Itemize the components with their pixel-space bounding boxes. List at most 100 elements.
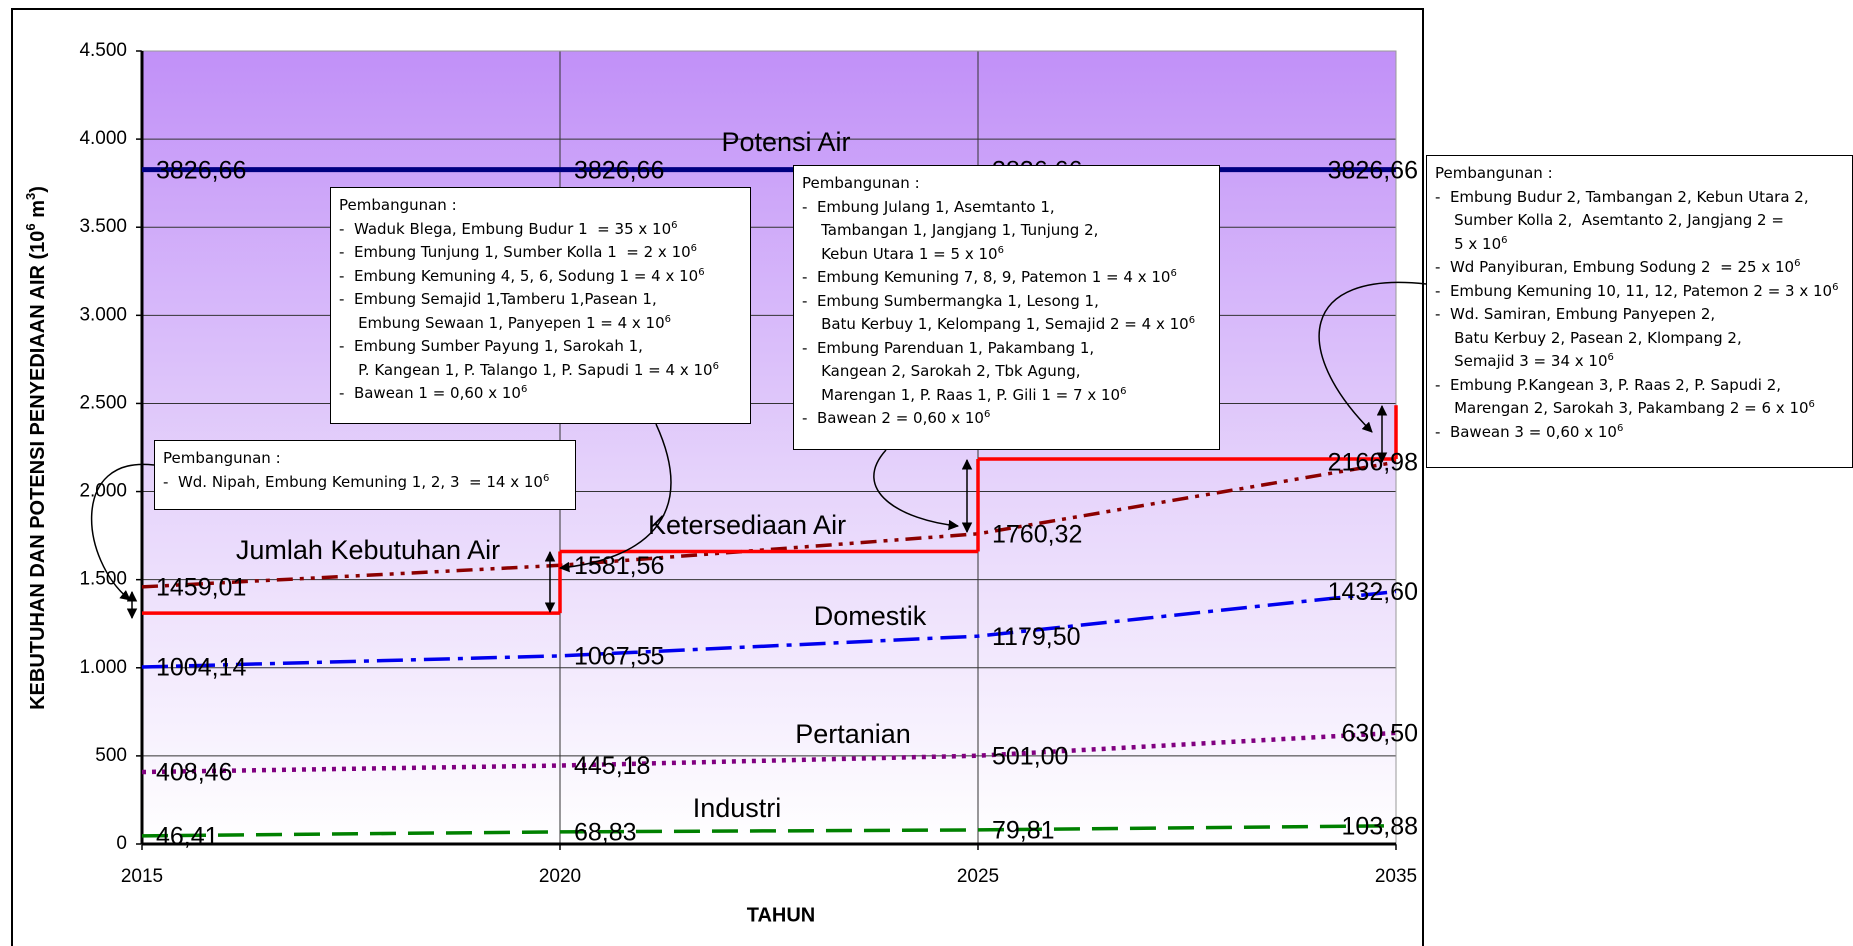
superscript: 6 (671, 219, 678, 231)
annotation-line: - Embung Budur 2, Tambangan 2, Kebun Uta… (1435, 186, 1844, 210)
superscript: 6 (698, 266, 705, 278)
annotation-text: Pembangunan : (802, 174, 920, 192)
annotation-line: Kebun Utara 1 = 5 x 106 (802, 243, 1211, 267)
superscript: 6 (542, 472, 550, 484)
annotation-text: Pembangunan : (1435, 164, 1553, 182)
frame (11, 8, 1424, 946)
annotation-line: Pembangunan : (1435, 162, 1844, 186)
annotation-line: Pembangunan : (163, 447, 567, 471)
superscript: 6 (712, 360, 719, 372)
annotation-text: Batu Kerbuy 1, Kelompang 1, Semajid 2 = … (802, 315, 1189, 333)
superscript: 6 (690, 243, 698, 254)
y-tick-label: 2.000 (79, 481, 127, 502)
callout (558, 423, 672, 573)
annotation-text: - Embung Sumbermangka 1, Lesong 1, (802, 291, 1099, 310)
annotation-line: - Wd. Samiran, Embung Panyepen 2, (1435, 303, 1844, 327)
y-tick-label: 1.500 (79, 569, 127, 590)
annotation-line: - Embung Semajid 1,Tamberu 1,Pasean 1, (339, 288, 742, 312)
data-label: 103,88 (1342, 812, 1418, 840)
data-label: 1459,01 (156, 573, 246, 601)
series-line (141, 589, 1397, 669)
superscript: 6 (664, 313, 672, 325)
annotation-text: Tambangan 1, Jangjang 1, Tunjung 2, (802, 221, 1099, 239)
superscript: 6 (1808, 399, 1815, 410)
arrows (91, 281, 1427, 620)
annotation-line: Pembangunan : (339, 194, 742, 218)
annotation-line: Batu Kerbuy 2, Pasean 2, Klompang 2, (1435, 327, 1844, 351)
y-tick-label: 3.500 (79, 216, 127, 237)
x-tick-label: 2020 (539, 866, 581, 887)
annotation-text: - Embung Tunjung 1, Sumber Kolla 1 = 2 x… (339, 243, 691, 261)
superscript: 6 (1120, 385, 1127, 397)
superscript: 6 (1501, 234, 1508, 246)
data-label: 68,83 (574, 818, 637, 846)
superscript: 6 (983, 409, 991, 420)
callout (873, 449, 960, 531)
annotation-text: Pembangunan : (163, 449, 281, 467)
data-label: 1760,32 (992, 520, 1082, 548)
annotation-text: - Embung Budur 2, Tambangan 2, Kebun Uta… (1435, 187, 1809, 206)
annotation-text: - Wd. Samiran, Embung Panyepen 2, (1435, 305, 1716, 323)
annotation-text: 5 x 10 (1435, 234, 1502, 253)
annotation-line: - Embung Tunjung 1, Sumber Kolla 1 = 2 x… (339, 241, 742, 265)
annotation-line: P. Kangean 1, P. Talango 1, P. Sapudi 1 … (339, 359, 742, 383)
annotation-line: Tambangan 1, Jangjang 1, Tunjung 2, (802, 219, 1211, 243)
series-name: Domestik (814, 601, 927, 631)
callout (1318, 281, 1427, 433)
annotation-line: Sumber Kolla 2, Asemtanto 2, Jangjang 2 … (1435, 209, 1844, 233)
series-name: Pertanian (795, 719, 911, 749)
annotation-line: - Bawean 3 = 0,60 x 106 (1435, 421, 1844, 445)
annotation-text: - Embung P.Kangean 3, P. Raas 2, P. Sapu… (1435, 375, 1782, 394)
superscript: 6 (1188, 315, 1196, 326)
annotation-line: Embung Sewaan 1, Panyepen 1 = 4 x 106 (339, 312, 742, 336)
y-tick-label: 4.500 (79, 40, 127, 61)
series-name: Jumlah Kebutuhan Air (236, 535, 500, 565)
annotation-text: - Embung Sumber Payung 1, Sarokah 1, (339, 337, 643, 355)
annotation-line: - Embung Sumber Payung 1, Sarokah 1, (339, 335, 742, 359)
superscript: 6 (997, 244, 1004, 256)
superscript: 6 (1616, 422, 1624, 434)
y-axis-label-part: m (27, 200, 49, 223)
series-name: Industri (693, 793, 782, 823)
annotation-text: Embung Sewaan 1, Panyepen 1 = 4 x 10 (339, 313, 665, 332)
annotation-text: Batu Kerbuy 2, Pasean 2, Klompang 2, (1435, 328, 1742, 347)
annotation-line: - Embung Kemuning 7, 8, 9, Patemon 1 = 4… (802, 266, 1211, 290)
series-name: Ketersediaan Air (648, 510, 846, 540)
y-axis-label-part: 3 (23, 193, 38, 200)
annotation-text: - Embung Kemuning 7, 8, 9, Patemon 1 = 4… (802, 268, 1171, 286)
x-tick-label: 2015 (121, 866, 163, 887)
y-tick-label: 0 (116, 833, 127, 854)
annotation-line: Batu Kerbuy 1, Kelompang 1, Semajid 2 = … (802, 313, 1211, 337)
annotation-text: Semajid 3 = 34 x 10 (1435, 352, 1608, 370)
annotation-text: Kangean 2, Sarokah 2, Tbk Agung, (802, 362, 1081, 380)
data-label: 1432,60 (1328, 578, 1418, 606)
annotation-text: Sumber Kolla 2, Asemtanto 2, Jangjang 2 … (1435, 211, 1784, 229)
annotation-line: - Embung Kemuning 10, 11, 12, Patemon 2 … (1435, 280, 1844, 304)
annotation-text: Marengan 2, Sarokah 3, Pakambang 2 = 6 x… (1435, 399, 1809, 417)
y-axis-label: KEBUTUHAN DAN POTENSI PENYEDIAAN AIR (10… (23, 186, 49, 710)
y-axis-label-part: KEBUTUHAN DAN POTENSI PENYEDIAAN AIR (10 (27, 231, 49, 710)
annotation-text: - Embung Parenduan 1, Pakambang 1, (802, 338, 1095, 357)
annotation-box: Pembangunan : - Embung Julang 1, Asemtant… (793, 165, 1220, 450)
superscript: 6 (520, 384, 528, 395)
data-label: 3826,66 (156, 156, 246, 184)
annotation-line: Kangean 2, Sarokah 2, Tbk Agung, (802, 360, 1211, 384)
data-label: 630,50 (1342, 720, 1418, 748)
y-axis-label-part: ) (27, 186, 49, 193)
annotation-text: - Bawean 3 = 0,60 x 10 (1435, 422, 1617, 441)
series-line (141, 823, 1397, 838)
annotation-box: Pembangunan : - Wd. Nipah, Embung Kemunin… (154, 440, 576, 510)
annotation-text: P. Kangean 1, P. Talango 1, P. Sapudi 1 … (339, 360, 713, 379)
data-label: 408,46 (156, 759, 232, 787)
superscript: 6 (1832, 281, 1839, 293)
annotation-line: - Embung P.Kangean 3, P. Raas 2, P. Sapu… (1435, 374, 1844, 398)
annotation-line: Marengan 2, Sarokah 3, Pakambang 2 = 6 x… (1435, 397, 1844, 421)
annotation-text: Marengan 1, P. Raas 1, P. Gili 1 = 7 x 1… (802, 385, 1121, 404)
superscript: 6 (1794, 258, 1801, 269)
annotation-text: Pembangunan : (339, 196, 457, 214)
data-label: 46,41 (156, 822, 219, 850)
annotation-line: - Bawean 1 = 0,60 x 106 (339, 382, 742, 406)
annotation-text: - Waduk Blega, Embung Budur 1 = 35 x 10 (339, 219, 672, 238)
series-name: Potensi Air (721, 127, 850, 157)
